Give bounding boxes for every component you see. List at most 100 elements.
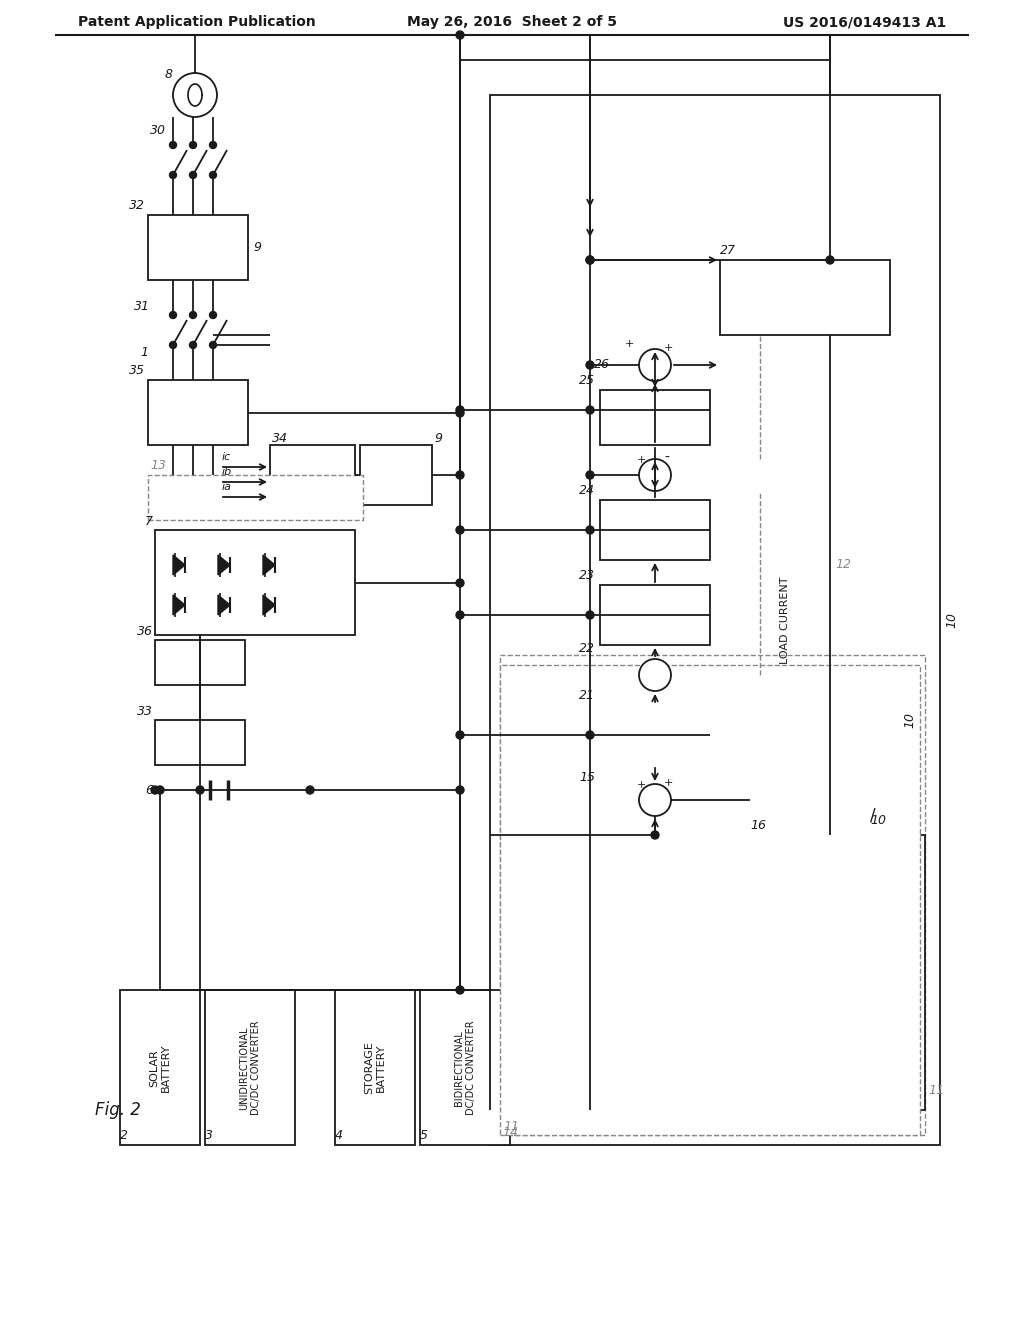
Circle shape [456,611,464,619]
Circle shape [210,342,216,348]
Text: 2: 2 [120,1129,128,1142]
Circle shape [586,611,594,619]
Text: 9: 9 [434,432,442,445]
Text: 32: 32 [129,199,145,213]
Text: +: + [664,343,674,352]
Text: 4: 4 [335,1129,343,1142]
Circle shape [189,312,197,318]
Text: May 26, 2016  Sheet 2 of 5: May 26, 2016 Sheet 2 of 5 [407,15,617,29]
Bar [600,585,710,645]
Text: 11: 11 [928,1084,944,1097]
Circle shape [170,172,176,178]
Text: 7: 7 [145,515,153,528]
Circle shape [156,785,164,795]
Text: 3: 3 [205,1129,213,1142]
Bar [490,95,940,1144]
Circle shape [586,471,594,479]
Circle shape [210,172,216,178]
Text: 31: 31 [134,301,150,314]
Text: +: + [637,455,646,465]
Polygon shape [218,554,230,576]
Polygon shape [173,554,185,576]
Text: UNIDIRECTIONAL
DC/DC CONVERTER: UNIDIRECTIONAL DC/DC CONVERTER [240,1020,261,1115]
Text: +: + [637,780,646,789]
Bar [750,836,925,1110]
Text: 10: 10 [903,711,916,729]
Text: 14: 14 [502,1126,518,1138]
Text: /: / [870,807,876,824]
Text: 10: 10 [945,612,958,628]
Circle shape [170,141,176,149]
Text: 36: 36 [137,624,153,638]
Bar [205,990,295,1144]
Bar [335,990,415,1144]
Text: Patent Application Publication: Patent Application Publication [78,15,315,29]
Text: 33: 33 [137,705,153,718]
Text: 13: 13 [150,459,166,473]
Circle shape [456,409,464,417]
Circle shape [196,785,204,795]
Circle shape [189,342,197,348]
Bar [720,260,890,335]
Bar [600,705,710,766]
Text: 22: 22 [579,642,595,655]
Text: +: + [664,777,674,788]
Text: 16: 16 [750,818,766,832]
Circle shape [456,407,464,414]
Circle shape [306,785,314,795]
Bar [500,655,925,1135]
Circle shape [189,172,197,178]
Circle shape [210,312,216,318]
Circle shape [639,459,671,491]
Circle shape [456,579,464,587]
Circle shape [586,525,594,535]
Text: 9: 9 [253,242,261,253]
Circle shape [456,731,464,739]
Bar [600,500,710,560]
Text: STORAGE
BATTERY: STORAGE BATTERY [365,1041,386,1094]
Circle shape [639,348,671,381]
Bar [155,531,355,635]
Bar [500,665,920,1135]
Polygon shape [263,595,275,615]
Bar [420,990,510,1144]
Bar [148,475,362,520]
Bar [270,445,355,510]
Text: +: + [625,339,635,348]
Circle shape [170,312,176,318]
Polygon shape [173,595,185,615]
Text: ia: ia [222,482,232,492]
Text: 1: 1 [140,346,148,359]
Text: 24: 24 [579,484,595,498]
Circle shape [151,785,159,795]
Circle shape [456,785,464,795]
Text: 6: 6 [145,784,153,796]
Text: 10: 10 [870,813,886,826]
Text: ic: ic [222,451,231,462]
Text: 8: 8 [165,69,173,82]
Text: 26: 26 [594,359,610,371]
Circle shape [586,407,594,414]
Circle shape [639,784,671,816]
Text: 25: 25 [579,374,595,387]
Circle shape [210,141,216,149]
Circle shape [170,342,176,348]
Circle shape [456,525,464,535]
Circle shape [586,360,594,370]
Bar [120,990,200,1144]
Text: 23: 23 [579,569,595,582]
Circle shape [173,73,217,117]
Text: ib: ib [222,467,232,477]
Bar [155,719,245,766]
Bar [155,640,245,685]
Text: 11: 11 [503,1121,519,1134]
Polygon shape [263,554,275,576]
Circle shape [826,256,834,264]
Text: 30: 30 [150,124,166,136]
Text: 35: 35 [129,364,145,378]
Text: 34: 34 [272,432,288,445]
Circle shape [586,256,594,264]
Circle shape [586,256,594,264]
Bar [600,389,710,445]
Text: 5: 5 [420,1129,428,1142]
